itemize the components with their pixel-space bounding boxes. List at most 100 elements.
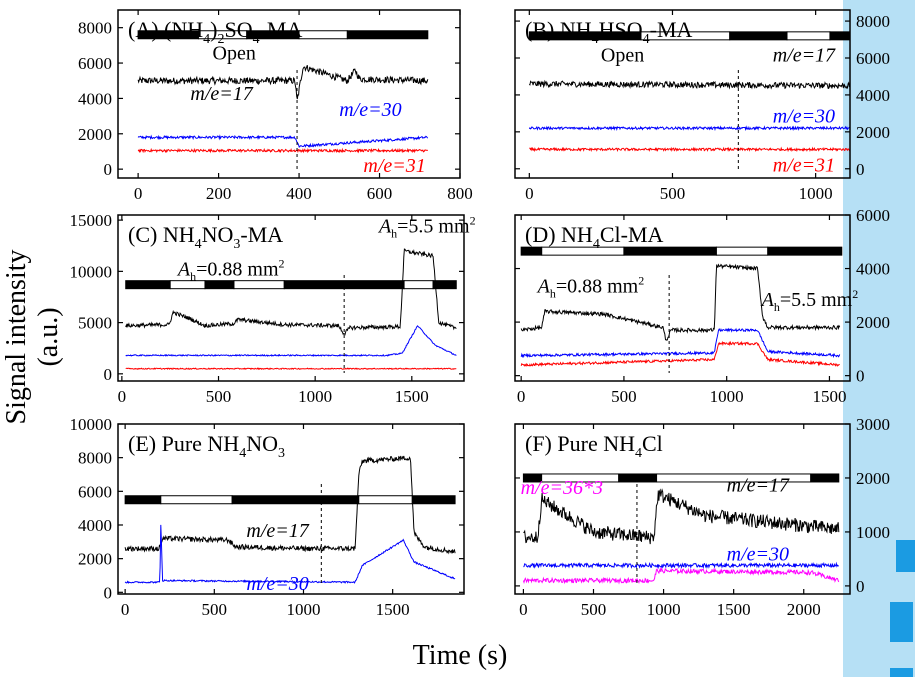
bar-segment-C-6: [432, 280, 457, 290]
bar-segment-F-4: [810, 473, 840, 483]
y-tick-label-B: 6000: [856, 49, 890, 68]
x-tick-label-B: 1000: [799, 184, 833, 203]
bar-segment-D-2: [623, 246, 717, 256]
y-tick-label-B: 4000: [856, 86, 890, 105]
plot-frame-F: [514, 423, 851, 595]
bar-segment-D-4: [767, 246, 843, 256]
series-line-F-2: [522, 567, 840, 585]
series-label: m/e=30: [773, 106, 835, 128]
plot-frame-C: [117, 214, 465, 382]
bar-segment-E-3: [358, 495, 413, 505]
y-tick-label-A: 2000: [78, 125, 112, 144]
series-label: Ah=5.5 mm2: [760, 287, 859, 314]
series-line-B-1: [528, 125, 851, 132]
series-label: Open: [601, 45, 644, 67]
x-tick-label-C: 1500: [395, 387, 429, 406]
series-label: Ah=0.88 mm2: [176, 256, 285, 283]
bar-segment-D-0: [520, 246, 543, 256]
bar-segment-F-2: [618, 473, 658, 483]
x-tick-label-A: 200: [206, 184, 232, 203]
y-tick-label-F: 3000: [856, 415, 890, 434]
bar-segment-B-2: [729, 31, 788, 41]
panel-title-C: (C) NH4NO3-MA: [128, 222, 283, 252]
x-tick-label-D: 1000: [710, 387, 744, 406]
y-tick-label-A: 4000: [78, 89, 112, 108]
series-label: Ah=5.5 mm2: [377, 213, 476, 240]
panel-title-A: (A) (NH4)2SO4-MA: [128, 17, 302, 47]
plot-frame-D: [514, 214, 851, 382]
x-tick-label-A: 600: [367, 184, 393, 203]
series-label: m/e=30: [339, 99, 401, 121]
x-tick-label-E: 0: [121, 600, 130, 619]
bar-segment-C-1: [169, 280, 206, 290]
series-line-D-2: [520, 340, 840, 368]
series-line-A-2: [137, 147, 429, 154]
x-tick-label-D: 1500: [812, 387, 846, 406]
panel-E: 0 500 1000 1500 0 2000 4000 6000 8000 10000 (E) Pu…: [70, 415, 465, 619]
series-line-C-0: [125, 248, 457, 336]
panel-F: 0 500 1000 1500 2000 0 1000 2000 3000 (F) Pure NH…: [514, 415, 890, 619]
y-tick-label-C: 5000: [78, 314, 112, 333]
series-line-F-0: [523, 488, 840, 545]
panel-title-F: (F) Pure NH4Cl: [525, 431, 663, 461]
x-tick-label-F: 0: [519, 600, 528, 619]
side-block: [896, 540, 915, 572]
y-tick-label-F: 0: [856, 577, 865, 596]
x-tick-label-E: 1500: [376, 600, 410, 619]
y-tick-label-D: 4000: [856, 260, 890, 279]
x-tick-label-F: 500: [581, 600, 607, 619]
x-tick-label-F: 2000: [787, 600, 821, 619]
series-label: m/e=17: [773, 45, 836, 67]
series-label: m/e=31: [363, 155, 425, 177]
y-tick-label-A: 6000: [78, 54, 112, 73]
series-line-A-0: [137, 65, 429, 100]
side-panel: [843, 0, 915, 677]
bar-segment-C-5: [403, 280, 434, 290]
y-tick-label-A: 0: [104, 160, 113, 179]
bar-segment-B-3: [786, 31, 831, 41]
x-tick-label-A: 400: [286, 184, 312, 203]
bar-segment-E-0: [124, 495, 162, 505]
x-tick-label-B: 500: [660, 184, 686, 203]
x-tick-label-A: 0: [134, 184, 143, 203]
y-tick-label-E: 6000: [78, 482, 112, 501]
y-tick-label-B: 8000: [856, 12, 890, 31]
y-tick-label-D: 6000: [856, 206, 890, 225]
y-tick-label-F: 2000: [856, 469, 890, 488]
side-block: [890, 602, 913, 642]
x-tick-label-F: 1000: [647, 600, 681, 619]
plot-frame-E: [117, 423, 465, 595]
bar-segment-C-4: [283, 280, 405, 290]
series-label: Open: [213, 43, 256, 65]
bar-segment-C-3: [233, 280, 285, 290]
series-label: m/e=17: [727, 474, 790, 496]
x-tick-label-C: 0: [118, 387, 127, 406]
y-tick-label-D: 0: [856, 367, 865, 386]
x-tick-label-A: 800: [447, 184, 473, 203]
bar-segment-A-4: [346, 30, 429, 40]
x-tick-label-B: 0: [525, 184, 534, 203]
plot-frame-A: [117, 9, 461, 179]
series-label: m/e=17: [246, 520, 309, 542]
y-tick-label-A: 8000: [78, 19, 112, 38]
series-line-F-1: [523, 561, 839, 570]
series-line-E-0: [124, 455, 456, 555]
y-tick-label-D: 2000: [856, 313, 890, 332]
x-tick-label-C: 500: [206, 387, 232, 406]
y-tick-label-C: 10000: [70, 262, 113, 281]
plot-frame-B: [514, 9, 851, 179]
series-label: m/e=36*3: [521, 477, 603, 499]
y-axis-label: Signal intensity (a.u.): [1, 249, 64, 425]
series-line-E-1: [124, 524, 456, 584]
series-line-C-1: [125, 325, 457, 357]
panel-title-B: (B) NH4HSO4-MA: [525, 17, 693, 47]
series-label: m/e=30: [246, 573, 308, 595]
x-axis-label: Time (s): [412, 640, 508, 671]
bar-segment-C-0: [125, 280, 171, 290]
series-line-B-0: [528, 79, 851, 90]
x-tick-label-C: 1000: [298, 387, 332, 406]
series-label: Ah=0.88 mm2: [536, 274, 645, 301]
